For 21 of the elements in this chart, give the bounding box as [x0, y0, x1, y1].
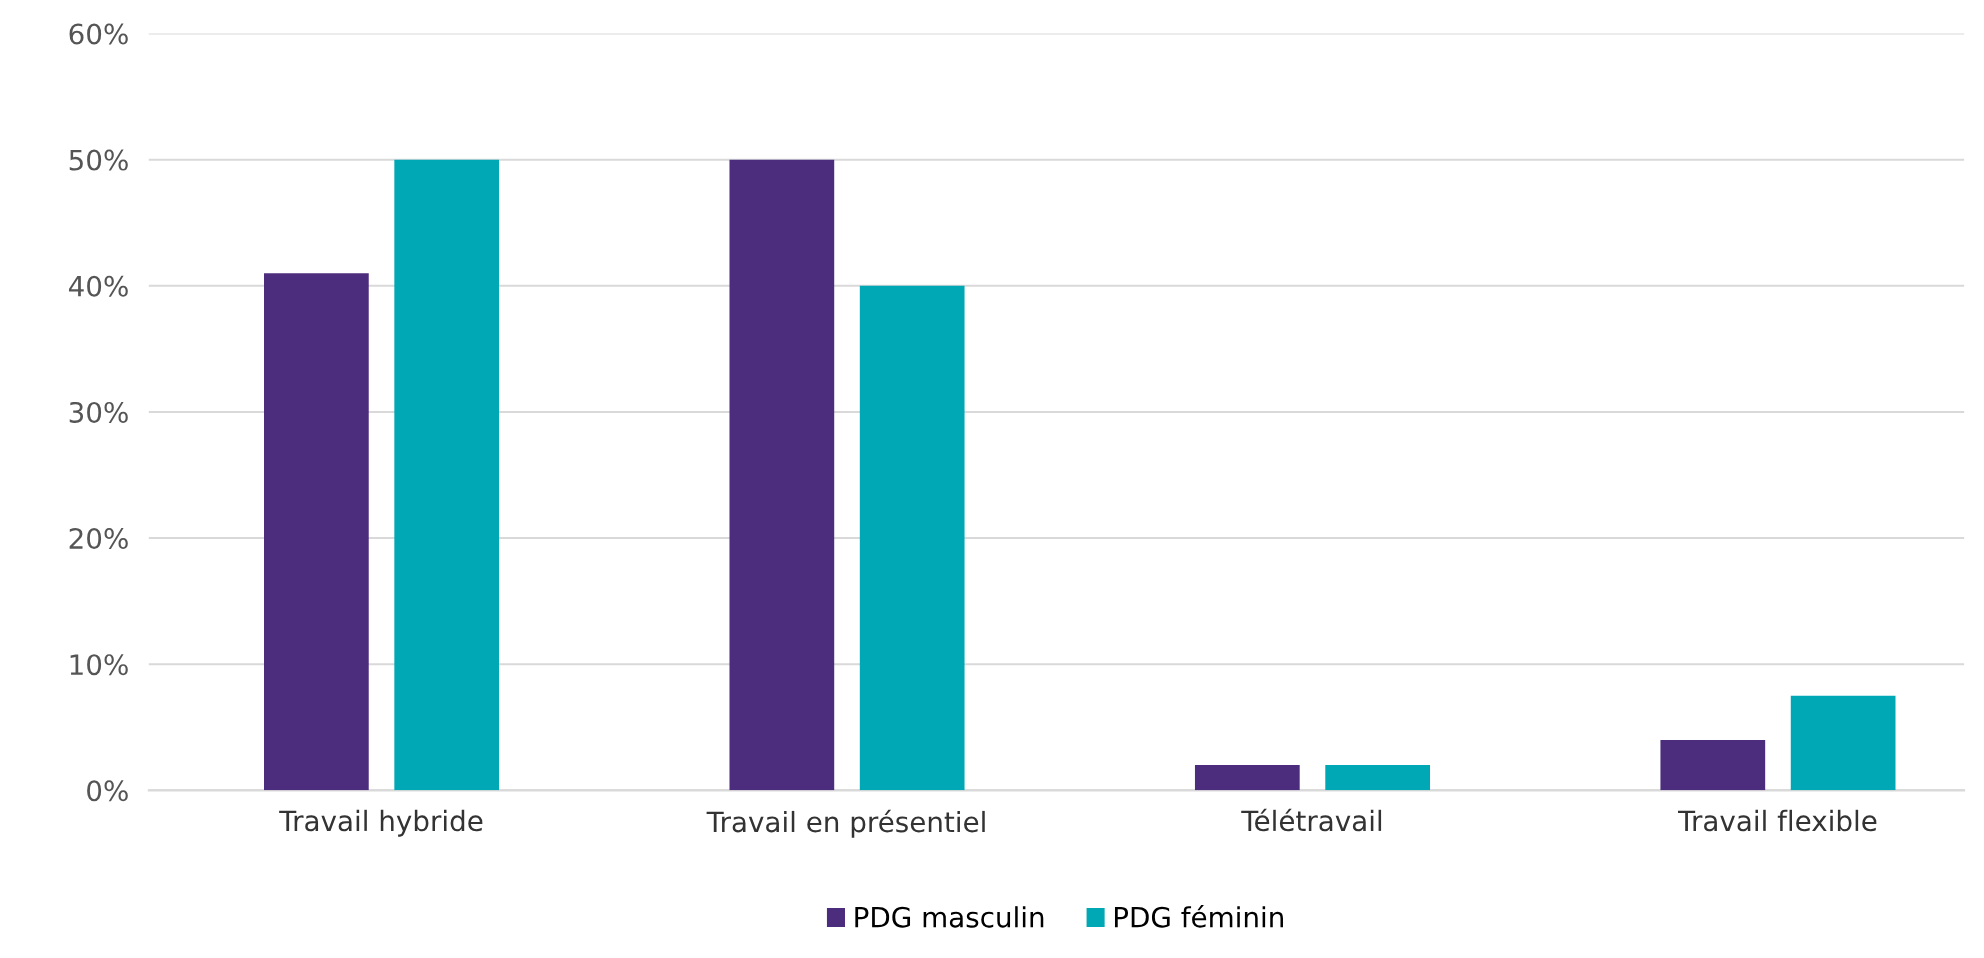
- x-tick-label: Télétravail: [1241, 808, 1382, 832]
- bar: [729, 159, 835, 791]
- legend-label: PDG masculin: [855, 906, 1044, 928]
- y-tick-label: 40%: [68, 275, 128, 297]
- legend-label: PDG féminin: [1114, 905, 1283, 928]
- bar: [394, 159, 500, 791]
- bar: [264, 273, 369, 791]
- y-tick-label: 30%: [69, 401, 128, 423]
- x-tick-label: Travail hybride: [279, 809, 483, 837]
- y-tick-label: 0%: [87, 780, 128, 802]
- y-tick-label: 50%: [69, 149, 128, 171]
- y-tick-label: 60%: [69, 23, 128, 45]
- bar: [859, 285, 965, 791]
- bar: [1325, 765, 1431, 791]
- bar: [1790, 695, 1896, 791]
- y-tick-label: 20%: [69, 528, 128, 550]
- y-tick-label: 10%: [70, 654, 128, 676]
- x-tick-label: Travail en présentiel: [706, 809, 985, 838]
- x-tick-label: Travail flexible: [1678, 809, 1877, 832]
- bar: [1660, 739, 1766, 791]
- bar: [1194, 765, 1300, 791]
